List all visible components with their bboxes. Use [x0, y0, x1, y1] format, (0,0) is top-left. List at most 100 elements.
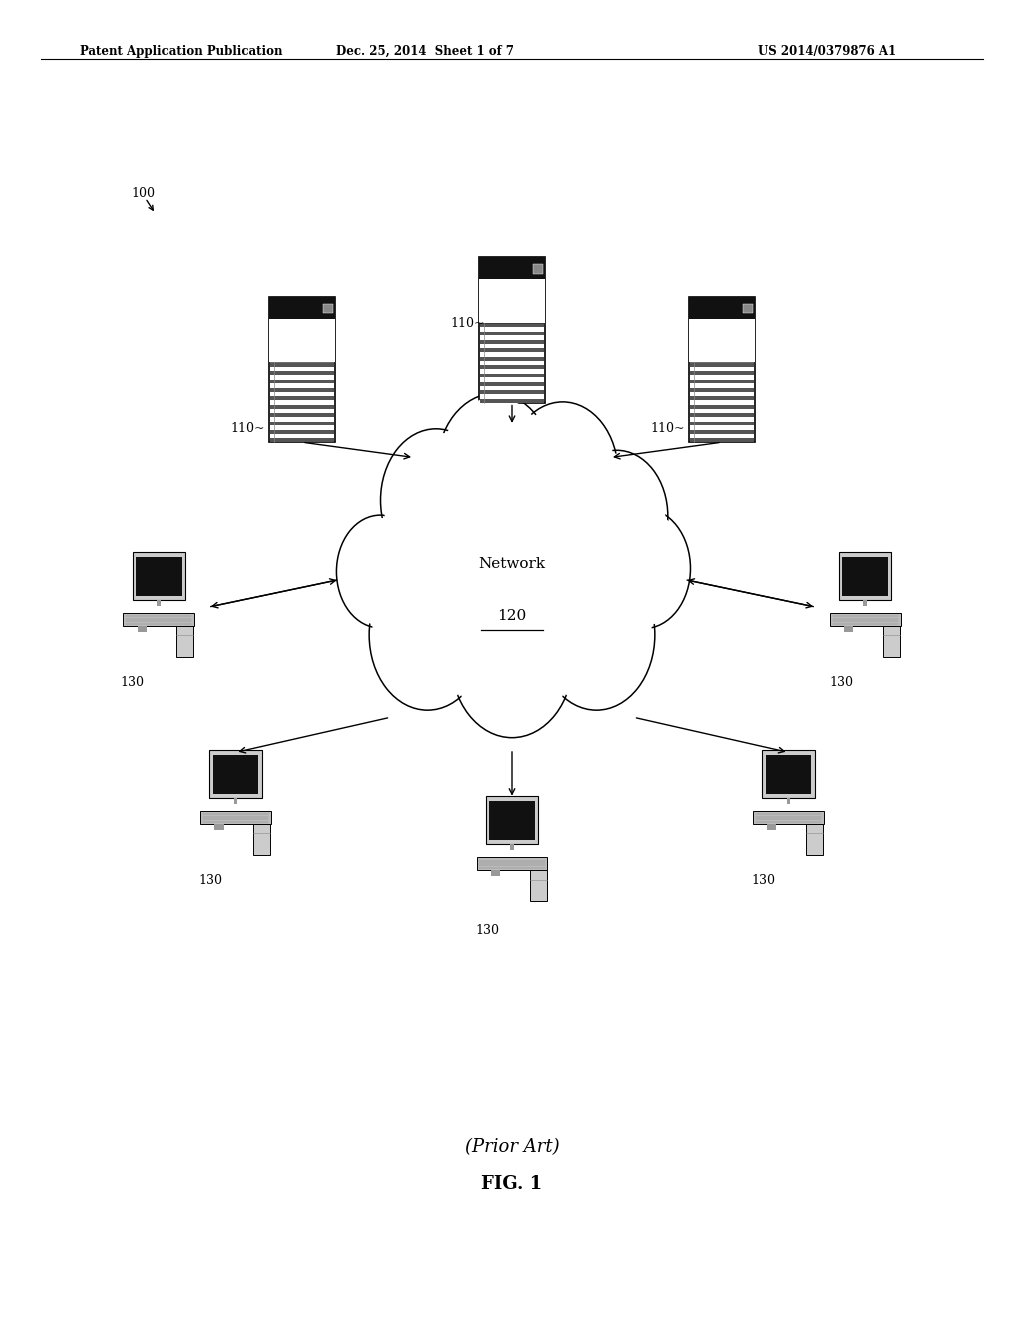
Bar — [690, 396, 754, 400]
Bar — [270, 405, 334, 409]
Bar — [213, 755, 258, 793]
Bar — [767, 824, 776, 830]
Bar — [743, 304, 754, 313]
Text: (Prior Art): (Prior Art) — [465, 1138, 559, 1156]
Bar — [690, 430, 754, 434]
Bar — [883, 626, 900, 656]
Bar — [133, 552, 184, 599]
Bar — [270, 363, 334, 367]
Text: 110~: 110~ — [650, 422, 685, 436]
Bar — [510, 843, 514, 850]
Bar — [270, 388, 334, 392]
Bar — [201, 810, 270, 824]
Bar — [480, 348, 544, 352]
Bar — [844, 626, 853, 632]
Ellipse shape — [339, 517, 422, 626]
Bar — [690, 388, 754, 392]
Bar — [270, 438, 334, 442]
Bar — [806, 824, 823, 854]
Bar — [324, 304, 334, 313]
Ellipse shape — [568, 454, 666, 578]
Bar — [136, 557, 181, 595]
Ellipse shape — [383, 433, 488, 568]
Bar — [477, 857, 547, 870]
Bar — [176, 626, 194, 656]
Bar — [137, 626, 146, 632]
Bar — [479, 257, 545, 280]
Ellipse shape — [539, 560, 655, 710]
Text: 110~: 110~ — [451, 317, 485, 330]
Bar — [690, 380, 754, 383]
Ellipse shape — [337, 515, 424, 628]
Bar — [688, 319, 756, 363]
Bar — [754, 810, 823, 824]
Ellipse shape — [372, 564, 483, 706]
Bar — [270, 413, 334, 417]
Ellipse shape — [424, 442, 600, 668]
Bar — [479, 280, 545, 323]
Bar — [688, 297, 756, 442]
Bar — [268, 297, 335, 319]
Ellipse shape — [597, 508, 690, 628]
Text: 130: 130 — [121, 676, 144, 689]
Text: Dec. 25, 2014  Sheet 1 of 7: Dec. 25, 2014 Sheet 1 of 7 — [336, 45, 514, 58]
Text: 120: 120 — [498, 610, 526, 623]
Bar — [690, 363, 754, 367]
Text: 130: 130 — [829, 676, 853, 689]
Bar — [253, 824, 270, 854]
Bar — [479, 257, 545, 403]
Text: 110~: 110~ — [230, 422, 265, 436]
Bar — [270, 371, 334, 375]
Bar — [233, 797, 238, 804]
Text: 100: 100 — [131, 187, 155, 201]
Bar — [840, 552, 891, 599]
Bar — [786, 797, 791, 804]
Bar — [829, 612, 901, 626]
Bar — [157, 599, 161, 606]
Bar — [268, 319, 335, 363]
Bar — [690, 371, 754, 375]
Text: Network: Network — [478, 557, 546, 570]
Bar — [270, 421, 334, 425]
Bar — [762, 750, 815, 797]
Ellipse shape — [507, 401, 618, 545]
Bar — [529, 870, 547, 900]
Text: 130: 130 — [475, 924, 499, 937]
Ellipse shape — [429, 449, 595, 663]
Bar — [690, 413, 754, 417]
Text: 130: 130 — [199, 874, 222, 887]
Ellipse shape — [565, 450, 668, 582]
Bar — [480, 323, 544, 327]
Bar — [480, 381, 544, 385]
Bar — [270, 430, 334, 434]
Bar — [270, 396, 334, 400]
Bar — [210, 750, 262, 797]
Bar — [268, 297, 335, 442]
Bar — [690, 421, 754, 425]
Ellipse shape — [369, 560, 485, 710]
Ellipse shape — [599, 511, 688, 626]
Bar — [123, 612, 195, 626]
Bar — [480, 331, 544, 335]
Text: FIG. 1: FIG. 1 — [481, 1175, 543, 1193]
Bar — [489, 801, 535, 840]
Bar — [534, 264, 544, 273]
Bar — [480, 399, 544, 403]
Ellipse shape — [454, 583, 570, 734]
Text: US 2014/0379876 A1: US 2014/0379876 A1 — [758, 45, 896, 58]
Bar — [480, 341, 544, 343]
Text: 130: 130 — [752, 874, 775, 887]
Bar — [480, 391, 544, 395]
Ellipse shape — [451, 579, 573, 738]
Bar — [270, 380, 334, 383]
Ellipse shape — [439, 397, 551, 540]
Bar — [485, 796, 539, 843]
Ellipse shape — [510, 405, 615, 541]
Ellipse shape — [541, 564, 652, 706]
Bar — [766, 755, 811, 793]
Bar — [690, 438, 754, 442]
Text: Patent Application Publication: Patent Application Publication — [80, 45, 283, 58]
Bar — [480, 366, 544, 370]
Bar — [843, 557, 888, 595]
Ellipse shape — [436, 393, 553, 544]
